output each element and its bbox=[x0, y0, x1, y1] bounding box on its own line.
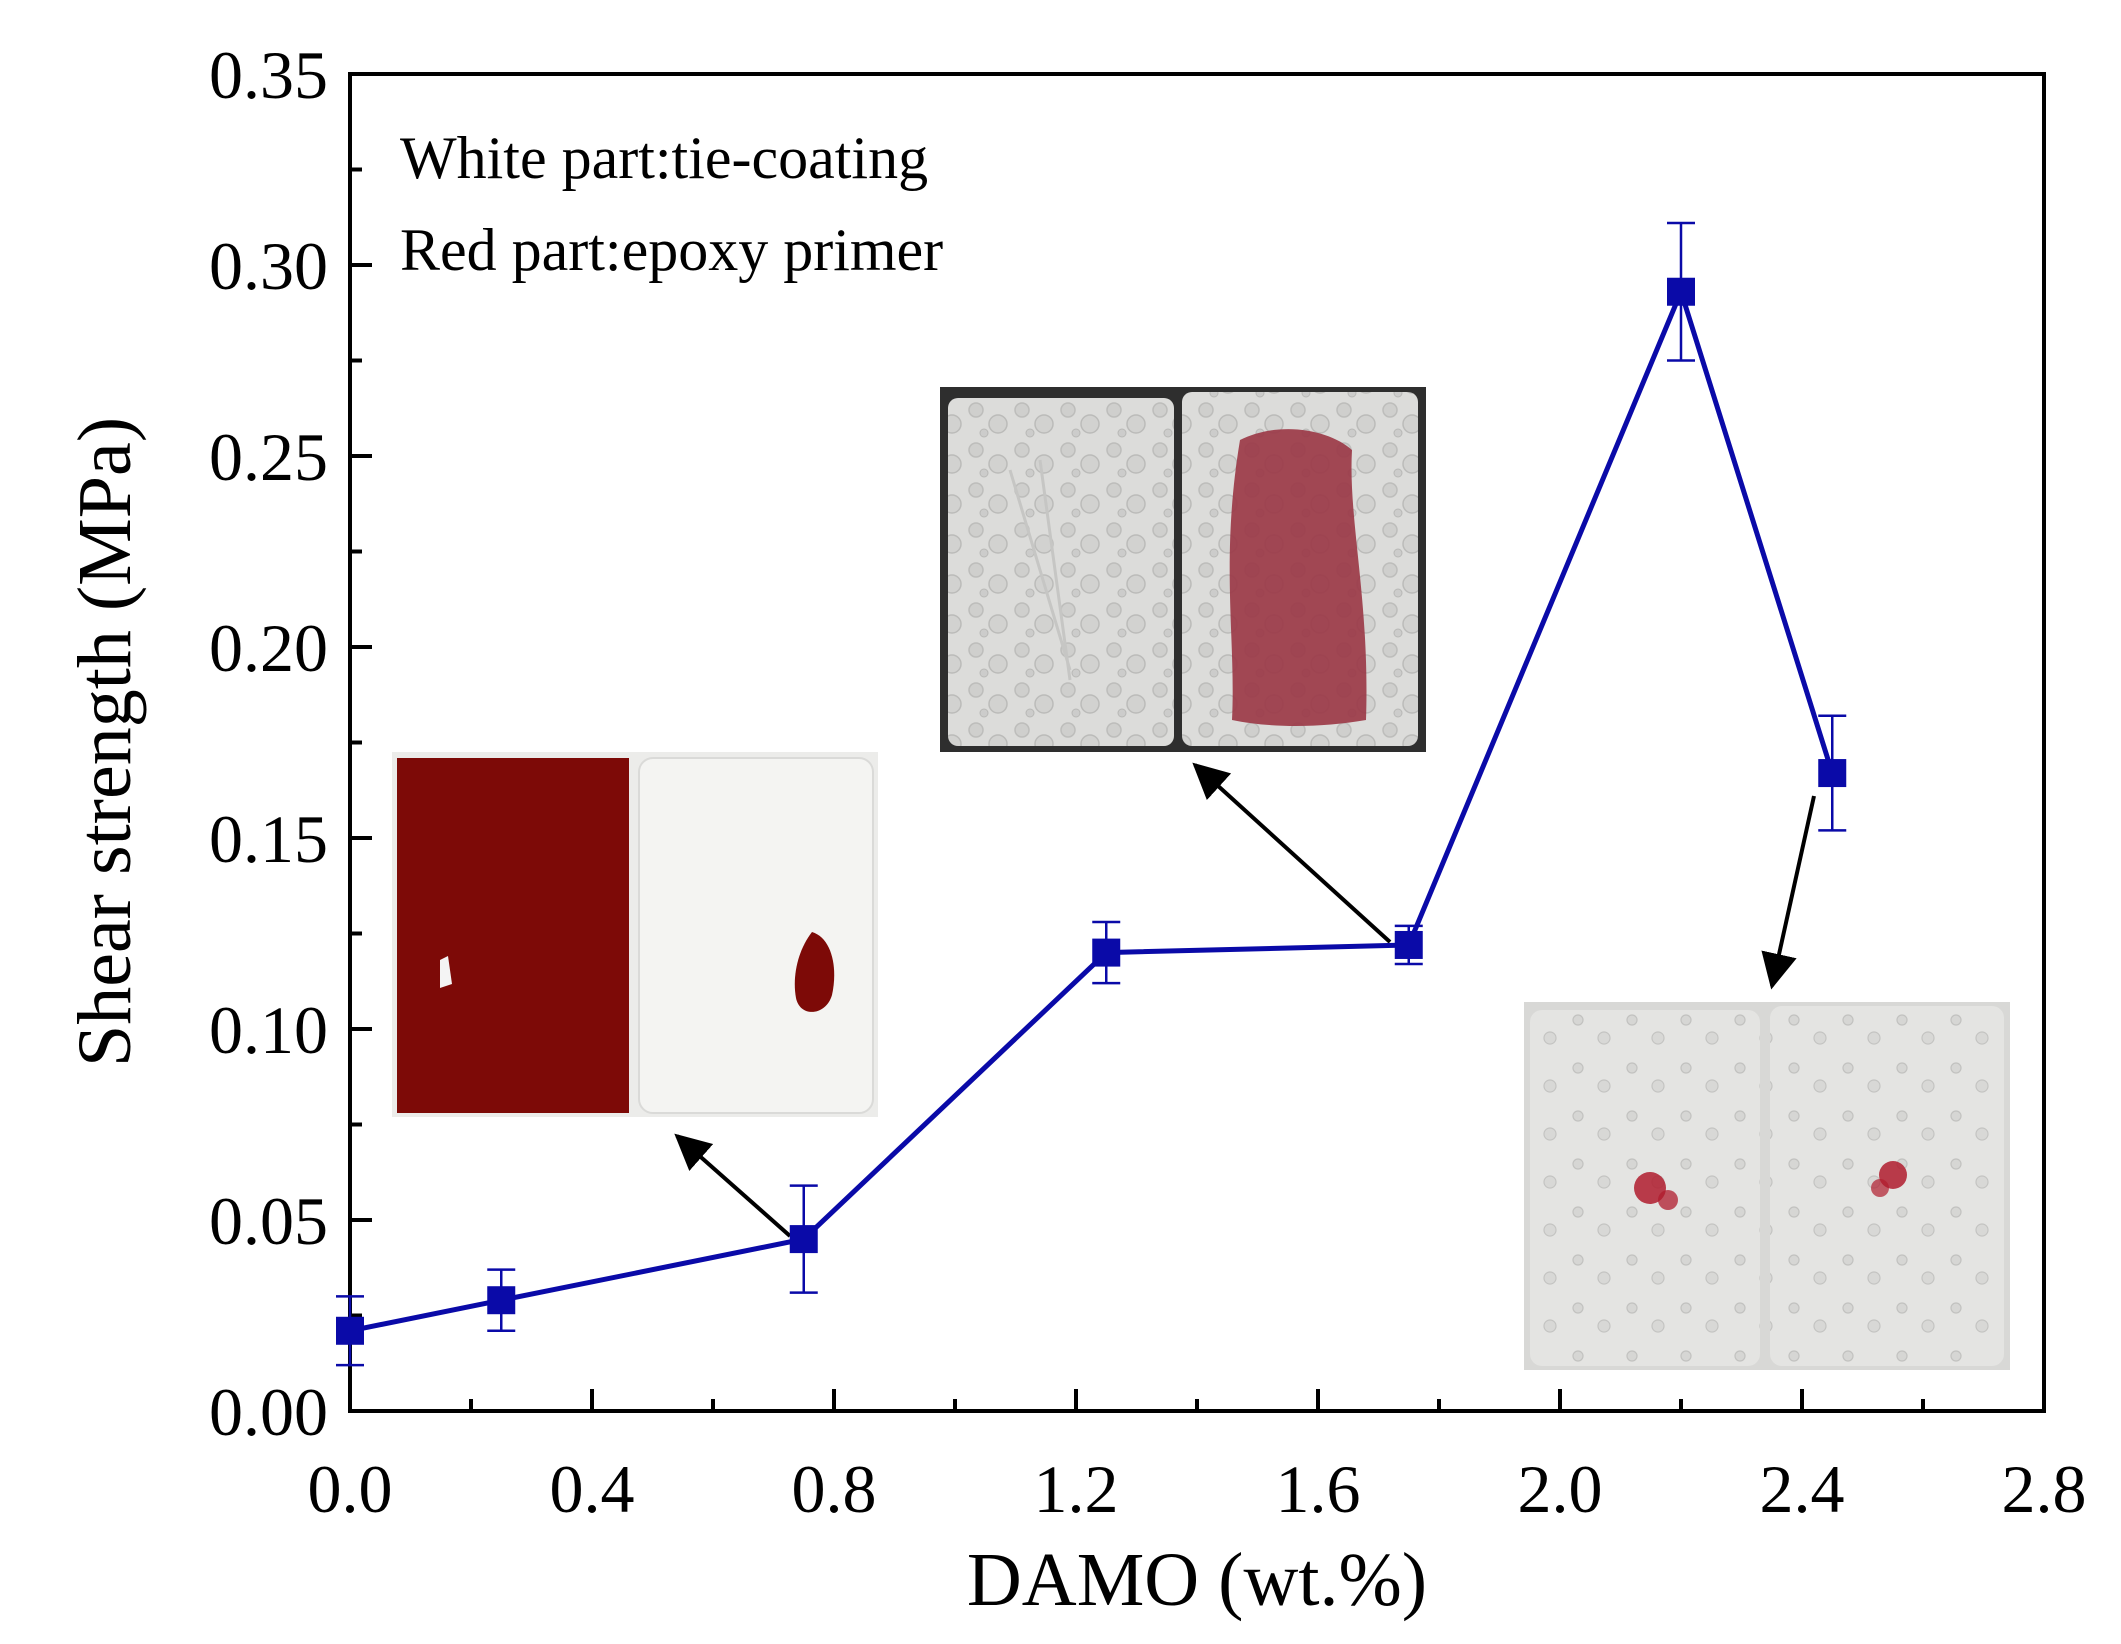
x-tick-label: 1.2 bbox=[1034, 1451, 1119, 1527]
y-tick-label: 0.00 bbox=[209, 1374, 328, 1450]
x-tick-label: 0.4 bbox=[550, 1451, 635, 1527]
data-point bbox=[1818, 759, 1847, 788]
data-point bbox=[336, 1316, 364, 1345]
x-tick-label: 0.0 bbox=[308, 1451, 393, 1527]
y-tick-label: 0.35 bbox=[209, 37, 328, 113]
y-tick-label: 0.15 bbox=[209, 801, 328, 877]
x-tick-labels: 0.0 0.4 0.8 1.2 1.6 2.0 2.4 2.8 bbox=[308, 1451, 2087, 1527]
x-tick-label: 0.8 bbox=[792, 1451, 877, 1527]
y-tick-labels: 0.00 0.05 0.10 0.15 0.20 0.25 0.30 0.35 bbox=[209, 37, 328, 1450]
inset-photo-partial-red bbox=[940, 387, 1426, 752]
data-point bbox=[1667, 277, 1695, 306]
y-tick-label: 0.25 bbox=[209, 419, 328, 495]
data-point bbox=[1394, 930, 1423, 959]
x-tick-label: 2.8 bbox=[2002, 1451, 2087, 1527]
data-point bbox=[1092, 938, 1121, 967]
data-point bbox=[789, 1225, 818, 1254]
y-tick-label: 0.10 bbox=[209, 992, 328, 1068]
y-axis-title: Shear strength (MPa) bbox=[63, 417, 147, 1067]
x-tick-label: 1.6 bbox=[1276, 1451, 1361, 1527]
inset-photo-red-spots bbox=[1524, 1002, 2010, 1370]
data-point bbox=[487, 1286, 516, 1315]
x-tick-label: 2.0 bbox=[1518, 1451, 1603, 1527]
inset-photo-red-white bbox=[392, 752, 878, 1117]
arrow-to-inset-1 bbox=[674, 1133, 792, 1238]
axis-ticks bbox=[348, 72, 2046, 1413]
y-tick-label: 0.20 bbox=[209, 610, 328, 686]
annotation-red-part: Red part:epoxy primer bbox=[400, 217, 943, 283]
arrow-to-inset-2 bbox=[1192, 762, 1392, 944]
arrow-to-inset-3 bbox=[1761, 795, 1816, 990]
x-tick-label: 2.4 bbox=[1760, 1451, 1845, 1527]
y-tick-label: 0.30 bbox=[209, 228, 328, 304]
data-series bbox=[336, 221, 1847, 1367]
annotation-white-part: White part:tie-coating bbox=[400, 125, 928, 191]
x-axis-title: DAMO (wt.%) bbox=[967, 1538, 1427, 1622]
y-tick-label: 0.05 bbox=[209, 1183, 328, 1259]
